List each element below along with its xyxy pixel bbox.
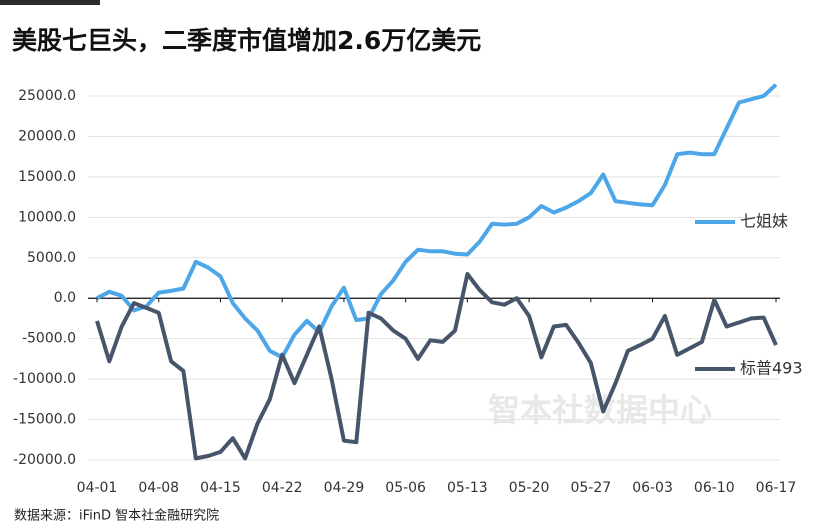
y-tick-label: 10000.0 (18, 209, 76, 225)
y-tick-label: 25000.0 (18, 88, 76, 104)
y-tick-label: 0.0 (54, 290, 76, 306)
legend-label: 七姐妹 (740, 212, 788, 231)
y-tick-label: -10000.0 (13, 371, 76, 387)
x-tick-label: 04-22 (262, 480, 303, 496)
title-bar (0, 0, 100, 5)
series-line (95, 272, 778, 461)
y-tick-label: -20000.0 (13, 452, 76, 468)
y-tick-label: -15000.0 (13, 412, 76, 428)
chart-title: 美股七巨头，二季度市值增加2.6万亿美元 (12, 26, 481, 55)
y-tick-label: -5000.0 (22, 331, 76, 347)
x-tick-label: 04-15 (200, 480, 241, 496)
y-tick-label: 5000.0 (27, 250, 76, 266)
x-tick-label: 04-29 (324, 480, 365, 496)
x-tick-label: 06-10 (694, 480, 735, 496)
x-tick-label: 06-03 (632, 480, 673, 496)
x-tick-label: 04-08 (138, 480, 179, 496)
y-tick-label: 20000.0 (18, 128, 76, 144)
x-tick-label: 05-06 (385, 480, 426, 496)
y-tick-label: 15000.0 (18, 169, 76, 185)
x-tick-label: 04-01 (77, 480, 118, 496)
series-line (96, 83, 778, 360)
x-tick-label: 05-27 (570, 480, 611, 496)
x-tick-label: 05-20 (509, 480, 550, 496)
source: 数据来源：iFinD 智本社金融研究院 (14, 508, 219, 524)
legend-label: 标普493 (740, 359, 803, 378)
x-tick-label: 05-13 (447, 480, 488, 496)
x-tick-label: 06-17 (756, 480, 797, 496)
